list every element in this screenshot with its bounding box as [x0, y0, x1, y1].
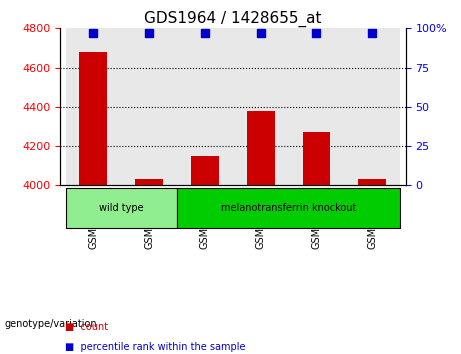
Bar — [247, 111, 275, 185]
FancyBboxPatch shape — [65, 188, 177, 228]
Bar — [358, 179, 386, 185]
Title: GDS1964 / 1428655_at: GDS1964 / 1428655_at — [144, 11, 322, 27]
Text: genotype/variation: genotype/variation — [5, 319, 97, 329]
Text: wild type: wild type — [99, 203, 143, 213]
Point — [146, 30, 153, 36]
Text: ■  count: ■ count — [65, 322, 108, 332]
Text: ■  percentile rank within the sample: ■ percentile rank within the sample — [65, 342, 245, 352]
Point — [368, 30, 376, 36]
Point — [201, 30, 209, 36]
Text: melanotransferrin knockout: melanotransferrin knockout — [221, 203, 356, 213]
Bar — [65, 28, 121, 185]
Bar — [79, 52, 107, 185]
Point — [257, 30, 264, 36]
Point — [90, 30, 97, 36]
Bar — [135, 179, 163, 185]
Bar — [121, 28, 177, 185]
Bar — [233, 28, 289, 185]
Bar — [344, 28, 400, 185]
FancyBboxPatch shape — [177, 188, 400, 228]
Bar — [191, 156, 219, 185]
Bar — [302, 132, 331, 185]
Point — [313, 30, 320, 36]
Bar — [177, 28, 233, 185]
Bar — [289, 28, 344, 185]
